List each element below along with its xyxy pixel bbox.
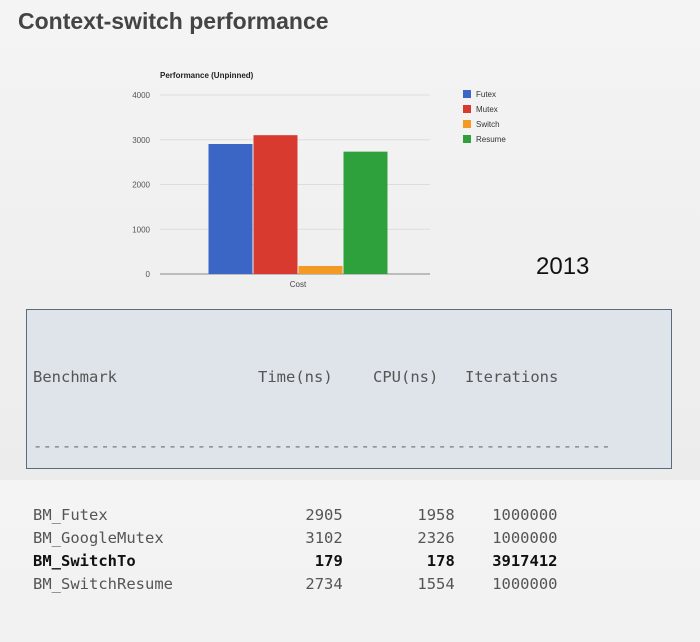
cpu-value: 2326 (417, 529, 455, 547)
table-row: BM_SwitchTo 179 178 3917412 (33, 550, 611, 573)
table-header-row: Benchmark Time(ns) CPU(ns) Iterations (33, 366, 611, 389)
legend-label: Futex (476, 90, 496, 99)
y-tick-label: 1000 (132, 225, 150, 234)
cpu-value: 1554 (417, 575, 455, 593)
table-row: BM_GoogleMutex 3102 2326 1000000 (33, 527, 611, 550)
iterations-value: 3917412 (492, 552, 558, 570)
cpu-value: 1958 (417, 506, 455, 524)
y-tick-label: 2000 (132, 181, 150, 190)
benchmark-name: BM_SwitchTo (33, 552, 136, 570)
year-label: 2013 (536, 253, 590, 280)
bar-mutex (253, 135, 298, 274)
y-tick-label: 3000 (132, 136, 150, 145)
legend-swatch (463, 105, 471, 113)
x-category-label: Cost (290, 280, 307, 289)
table-row: BM_SwitchResume 2734 1554 1000000 (33, 573, 611, 596)
benchmark-table: Benchmark Time(ns) CPU(ns) Iterations --… (26, 309, 672, 593)
cpu-value: 178 (426, 552, 455, 570)
header-iterations: Iterations (465, 368, 559, 386)
legend-swatch (463, 120, 471, 128)
y-tick-label: 0 (146, 270, 151, 279)
iterations-value: 1000000 (492, 506, 558, 524)
slide-title: Context-switch performance (18, 8, 329, 34)
iterations-value: 1000000 (492, 529, 558, 547)
performance-chart: Performance (Unpinned) 0 1000 2000 3000 4000 C… (132, 71, 506, 289)
legend-swatch (463, 90, 471, 98)
time-value: 2905 (305, 506, 343, 524)
y-tick-label: 4000 (132, 91, 150, 100)
legend-label: Mutex (476, 105, 498, 114)
legend-label: Switch (476, 120, 500, 129)
benchmark-name: BM_GoogleMutex (33, 529, 164, 547)
bar-futex (208, 144, 253, 274)
table-separator: ----------------------------------------… (33, 437, 611, 455)
time-value: 179 (314, 552, 343, 570)
header-cpu: CPU(ns) (373, 368, 439, 386)
time-value: 3102 (305, 529, 343, 547)
legend-swatch (463, 135, 471, 143)
time-value: 2734 (305, 575, 343, 593)
chart-title: Performance (Unpinned) (160, 71, 254, 80)
benchmark-name: BM_SwitchResume (33, 575, 173, 593)
benchmark-name: BM_Futex (33, 506, 108, 524)
table-row: BM_Futex 2905 1958 1000000 (33, 504, 611, 527)
bar-switch (298, 265, 343, 274)
header-time: Time(ns) (258, 368, 333, 386)
legend-label: Resume (476, 135, 506, 144)
header-benchmark: Benchmark (33, 368, 117, 386)
bar-resume (343, 151, 388, 274)
iterations-value: 1000000 (492, 575, 558, 593)
